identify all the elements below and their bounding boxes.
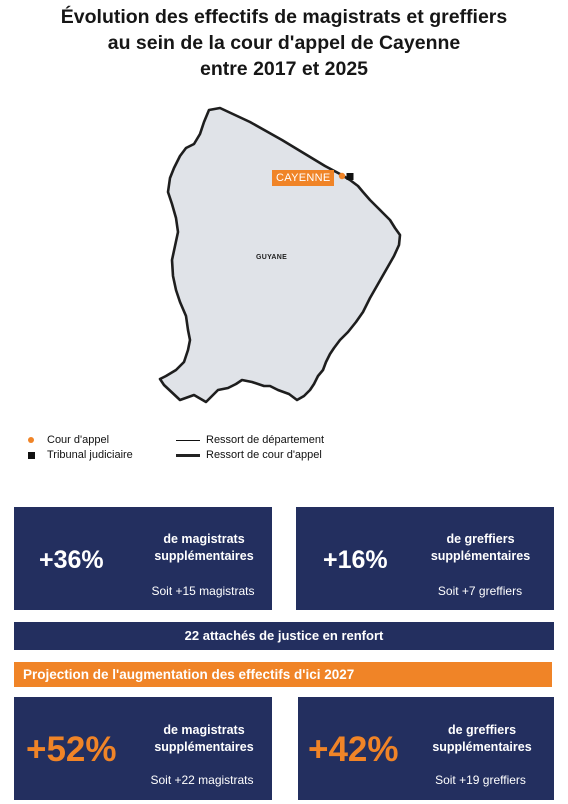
attaches-banner: 22 attachés de justice en renfort: [14, 622, 554, 650]
projection-banner: Projection de l'augmentation des effecti…: [14, 662, 552, 687]
guyane-territory: [158, 106, 402, 404]
stat-subtext: Soit +22 magistrats: [150, 773, 254, 787]
legend-cour-appel-label: Cour d'appel: [47, 434, 110, 446]
legend-ressort-departement: Ressort de département: [176, 434, 324, 446]
stat-card-magistrats-2025: +36% de magistrats supplémentaires Soit …: [14, 507, 272, 610]
cayenne-label: CAYENNE: [272, 170, 335, 186]
stat-label-line-2: supplémentaires: [154, 549, 254, 563]
stat-subtext: Soit +15 magistrats: [151, 584, 255, 598]
legend-ressort-departement-label: Ressort de département: [206, 434, 325, 446]
stat-card-greffiers-2025: +16% de greffiers supplémentaires Soit +…: [296, 507, 554, 610]
guyane-label: GUYANE: [256, 254, 288, 261]
stat-description: de greffiers supplémentaires: [423, 722, 541, 756]
stat-label-line-2: supplémentaires: [154, 740, 254, 754]
cour-appel-marker: [338, 172, 346, 180]
stat-value: +16%: [323, 546, 388, 574]
orange-dot-icon: [28, 437, 34, 443]
stat-description: de magistrats supplémentaires: [144, 722, 264, 756]
guyane-map-svg: [158, 106, 402, 404]
stat-label-line-1: de magistrats: [163, 723, 245, 737]
tribunal-marker: [346, 173, 354, 180]
thick-line-icon: [176, 453, 200, 457]
legend-ressort-cour: Ressort de cour d'appel: [176, 449, 322, 461]
title-line-2: au sein de la cour d'appel de Cayenne: [107, 32, 461, 54]
stat-label-line-1: de greffiers: [447, 723, 517, 737]
stat-label-line-1: de magistrats: [163, 532, 245, 546]
guyane-map: [150, 100, 420, 410]
legend-ressort-cour-label: Ressort de cour d'appel: [206, 449, 322, 461]
stat-value: +42%: [308, 730, 399, 769]
stat-value: +52%: [26, 730, 117, 769]
page-title: Évolution des effectifs de magistrats et…: [0, 4, 568, 82]
stat-subtext: Soit +19 greffiers: [435, 773, 526, 787]
title-line-3: entre 2017 et 2025: [199, 58, 369, 80]
stat-value: +36%: [39, 546, 104, 574]
legend-tribunal: Tribunal judiciaire: [28, 449, 133, 461]
legend-cour-appel: Cour d'appel: [28, 434, 109, 446]
stat-card-greffiers-2027: +42% de greffiers supplémentaires Soit +…: [298, 697, 554, 800]
stat-description: de magistrats supplémentaires: [154, 531, 254, 565]
stat-label-line-2: supplémentaires: [432, 740, 532, 754]
legend-tribunal-label: Tribunal judiciaire: [47, 449, 133, 461]
thin-line-icon: [176, 439, 200, 441]
stat-label-line-2: supplémentaires: [430, 549, 531, 563]
stat-description: de greffiers supplémentaires: [423, 531, 538, 565]
stat-subtext: Soit +7 greffiers: [437, 584, 523, 598]
black-square-icon: [28, 451, 35, 459]
title-line-1: Évolution des effectifs de magistrats et…: [60, 6, 508, 28]
stat-label-line-1: de greffiers: [446, 532, 515, 546]
stat-card-magistrats-2027: +52% de magistrats supplémentaires Soit …: [14, 697, 272, 800]
